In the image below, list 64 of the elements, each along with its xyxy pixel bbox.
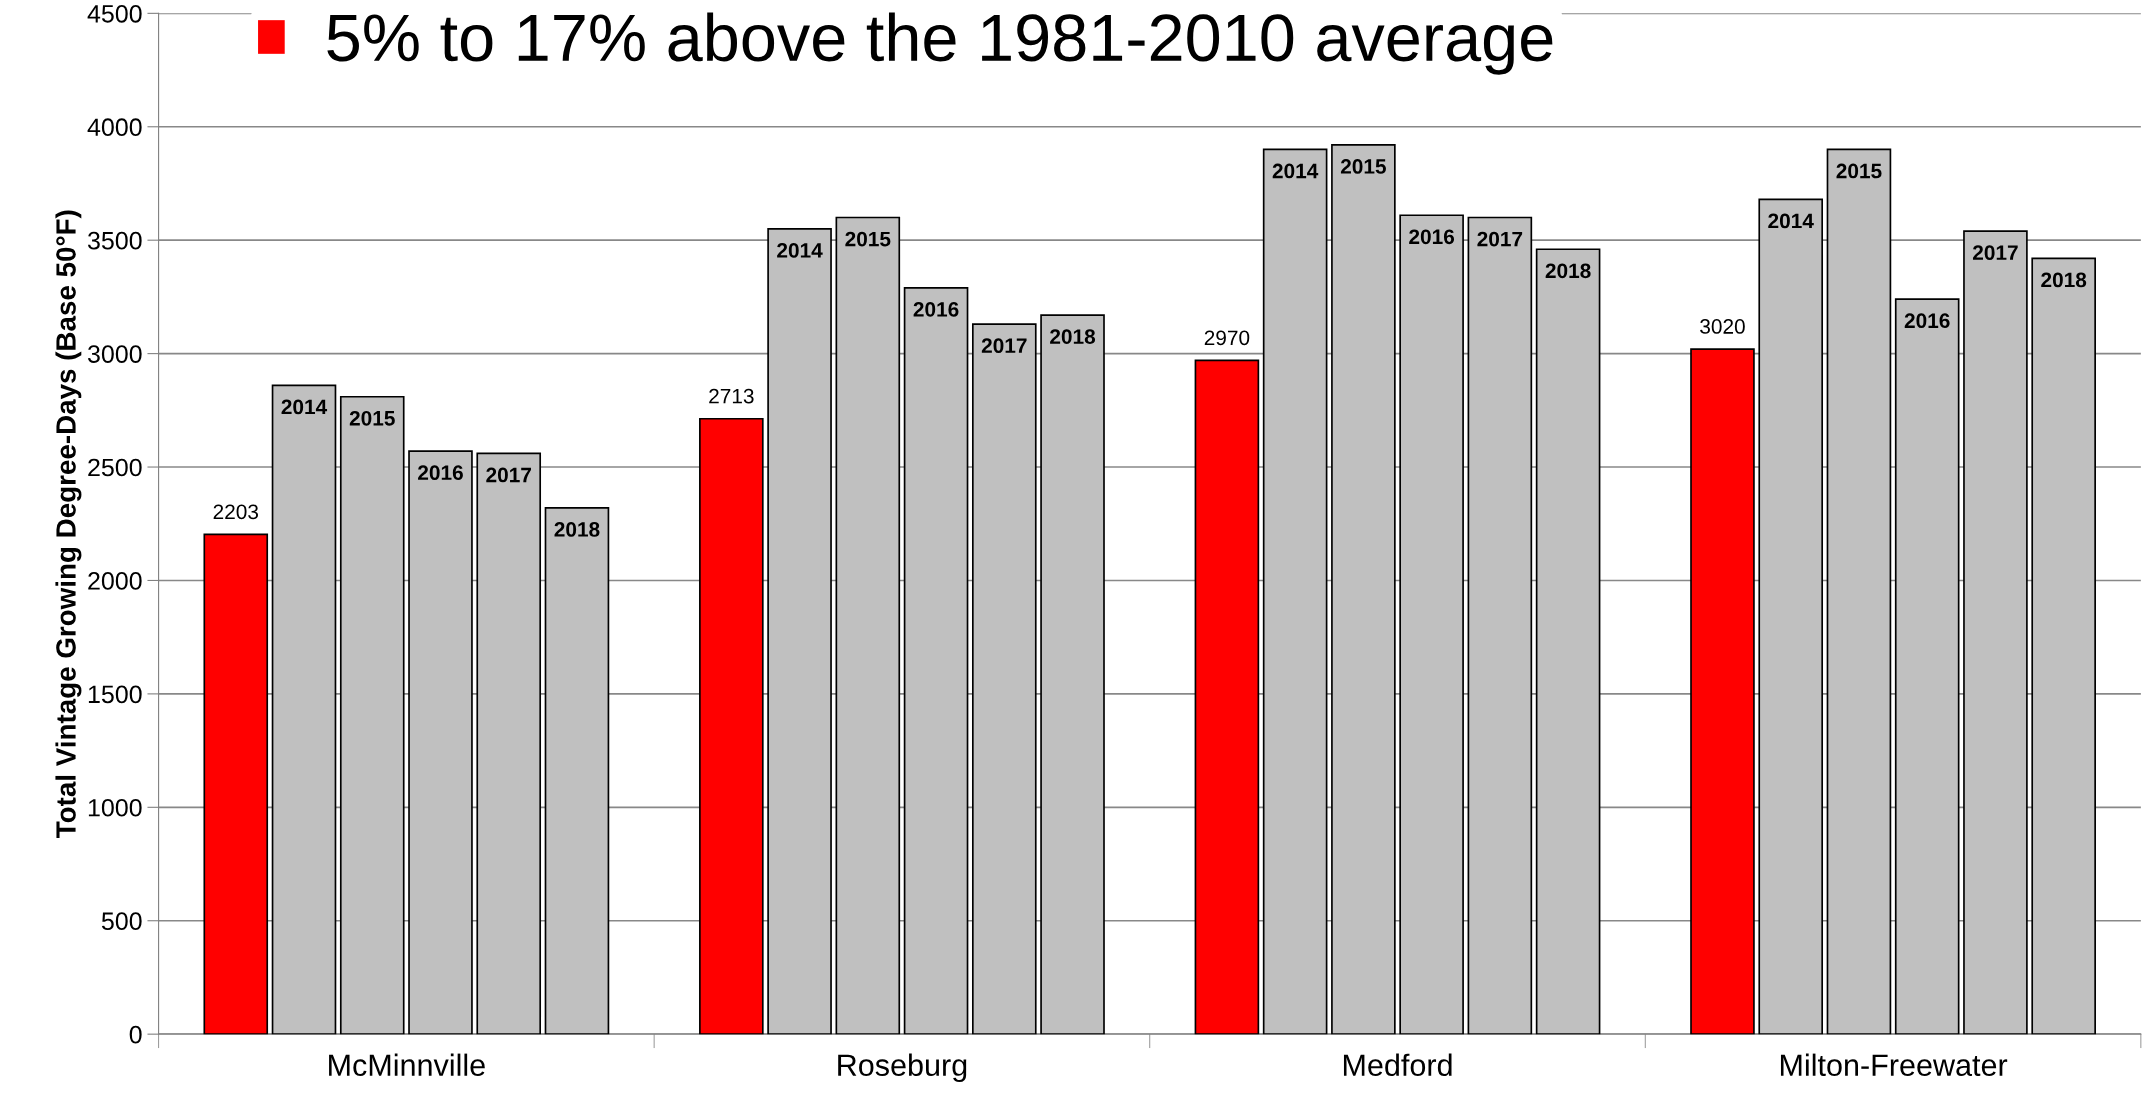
text: 2016 xyxy=(1409,229,1455,245)
data-label: 2970 xyxy=(1204,330,1250,346)
bar xyxy=(835,216,901,1035)
x-tick-label: Roseburg xyxy=(838,1053,967,1083)
bar xyxy=(1040,314,1105,1035)
y-tick-label: 500 xyxy=(101,912,142,931)
y-tick-label: 3000 xyxy=(87,345,142,363)
bar xyxy=(271,384,337,1035)
y-tick-label: 4000 xyxy=(87,118,142,137)
x-tick-label: McMinnville xyxy=(329,1053,485,1077)
data-label: 2203 xyxy=(213,504,259,520)
series-label: 2017 xyxy=(486,467,531,483)
text: 2014 xyxy=(777,243,823,258)
text: 2017 xyxy=(1972,245,2018,261)
bar xyxy=(1467,216,1533,1035)
text: 2014 xyxy=(281,399,328,415)
bar xyxy=(1826,148,1892,1035)
bar xyxy=(767,228,832,1035)
y-tick-label: 2500 xyxy=(88,458,142,477)
series-label: 2014 xyxy=(1272,163,1319,179)
x-tick-label: Milton-Freewater xyxy=(1780,1053,2008,1077)
bar xyxy=(1690,348,1755,1035)
text: 2015 xyxy=(1836,163,1882,179)
bar xyxy=(1894,298,1960,1035)
bar xyxy=(1331,144,1396,1035)
x-tick-label: Medford xyxy=(1343,1053,1452,1077)
bar xyxy=(476,452,542,1035)
y-axis-title: Total Vintage Growing Degree-Days (Base 50°F) xyxy=(55,210,82,838)
text: 2018 xyxy=(554,522,600,537)
y-tick-label: 1000 xyxy=(88,798,142,817)
bar xyxy=(544,507,610,1035)
bar xyxy=(2031,257,2096,1035)
data-label: 2713 xyxy=(709,388,754,404)
bar xyxy=(408,450,473,1035)
data-label: 3020 xyxy=(1700,319,1745,334)
bar xyxy=(903,286,969,1035)
text: 2018 xyxy=(2041,272,2087,288)
bar xyxy=(203,533,269,1035)
y-tick-label: 1500 xyxy=(88,685,142,704)
bar xyxy=(1262,148,1328,1035)
bar xyxy=(1758,198,1824,1035)
bar xyxy=(1194,359,1260,1035)
text: 2014 xyxy=(1768,213,1814,229)
legend-label: 5% to 17% above the 1981-2010 average xyxy=(327,12,1553,75)
bar xyxy=(339,395,405,1035)
text: 2015 xyxy=(349,410,395,426)
bar xyxy=(971,323,1037,1035)
text: 2015 xyxy=(845,231,891,247)
bar xyxy=(1399,214,1464,1035)
y-tick-label: 0 xyxy=(129,1025,142,1044)
series-label: 2018 xyxy=(1545,263,1591,279)
text: 2017 xyxy=(1477,231,1523,247)
text: 2017 xyxy=(981,338,1027,354)
text: 2016 xyxy=(418,465,463,481)
y-tick-label: 2000 xyxy=(88,572,142,590)
series-label: 2016 xyxy=(913,301,959,317)
y-tick-label: 3500 xyxy=(87,231,142,250)
bar xyxy=(699,417,764,1035)
text: 2018 xyxy=(1050,329,1096,344)
series-label: 2015 xyxy=(1340,159,1386,174)
y-tick-label: 4500 xyxy=(87,4,142,23)
bar xyxy=(1535,248,1601,1035)
bar xyxy=(1963,230,2028,1035)
text: 2016 xyxy=(1904,313,1950,329)
